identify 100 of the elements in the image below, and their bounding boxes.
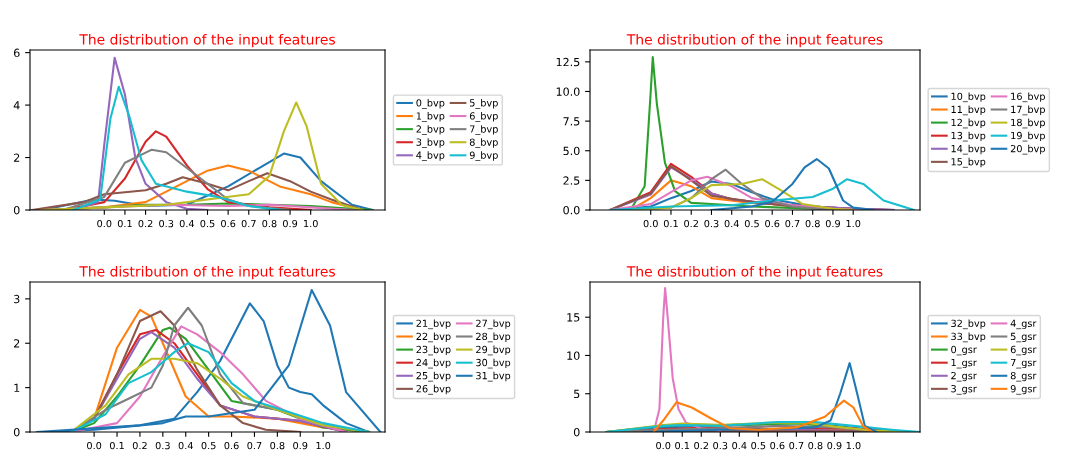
x-tick-label: 0.6 <box>770 441 785 450</box>
chart-title: The distribution of the input features <box>626 265 883 280</box>
legend-label: 7_gsr <box>1010 359 1037 369</box>
x-tick-label: 0.4 <box>178 441 193 450</box>
legend-label: 0_bvp <box>416 99 445 109</box>
y-tick-label: 0.0 <box>563 205 580 215</box>
x-tick-label: 0.1 <box>675 441 690 450</box>
legend-label: 6_bvp <box>469 112 498 122</box>
y-tick-label: 2 <box>14 153 20 162</box>
y-tick-label: 12.5 <box>556 57 580 67</box>
y-tick-label: 6 <box>13 48 20 57</box>
x-tick-label: 0.7 <box>789 441 804 450</box>
y-tick-label: 4 <box>13 101 20 110</box>
legend-label: 33_bvp <box>951 332 986 343</box>
x-tick-label: 0.2 <box>138 219 153 228</box>
legend-label: 25_bvp <box>416 371 451 382</box>
legend-label: 28_bvp <box>476 332 511 343</box>
x-tick-label: 0.0 <box>97 219 112 228</box>
chart-title: The distribution of the input features <box>626 33 883 48</box>
y-tick-label: 10.0 <box>556 87 580 96</box>
x-tick-label: 0.3 <box>704 219 719 228</box>
legend-label: 3_bvp <box>416 138 445 148</box>
x-tick-label: 0.4 <box>724 219 739 228</box>
legend-label: 32_bvp <box>951 319 986 330</box>
legend-label: 12_bvp <box>951 118 986 129</box>
y-tick-label: 0 <box>13 427 20 437</box>
x-tick-label: 0.4 <box>732 441 747 450</box>
y-tick-label: 1 <box>14 383 20 392</box>
x-tick-label: 0.8 <box>808 441 823 450</box>
legend-label: 3_gsr <box>951 385 977 395</box>
legend-label: 9_bvp <box>469 151 498 161</box>
x-tick-label: 0.8 <box>270 441 285 450</box>
x-tick-label: 0.3 <box>159 219 174 228</box>
y-tick-label: 2.5 <box>563 176 580 185</box>
x-tick-label: 0.9 <box>825 219 840 228</box>
legend-label: 23_bvp <box>416 345 451 356</box>
y-tick-label: 2 <box>14 339 20 348</box>
legend-label: 19_bvp <box>1011 131 1045 142</box>
x-tick-label: 0.7 <box>241 219 256 228</box>
x-tick-label: 0.1 <box>109 441 124 450</box>
x-tick-label: 0.6 <box>765 219 780 228</box>
legend-label: 27_bvp <box>476 319 511 330</box>
legend-label: 16_bvp <box>1011 92 1045 103</box>
x-tick-label: 0.0 <box>656 441 671 450</box>
y-tick-label: 3 <box>14 294 20 304</box>
y-tick-label: 15 <box>567 313 580 322</box>
legend-label: 5_bvp <box>469 99 498 109</box>
legend-label: 20_bvp <box>1010 144 1045 155</box>
chart-title: The distribution of the input features <box>79 33 335 48</box>
x-tick-label: 0.8 <box>262 219 277 228</box>
x-tick-label: 0.2 <box>132 441 147 450</box>
legend-label: 8_bvp <box>469 138 498 148</box>
legend-label: 17_bvp <box>1011 105 1045 116</box>
legend-label: 4_bvp <box>416 151 445 161</box>
x-tick-label: 0.1 <box>663 219 678 228</box>
x-tick-label: 1.0 <box>316 441 331 450</box>
x-tick-label: 0.7 <box>785 219 800 228</box>
x-tick-label: 0.7 <box>247 441 262 450</box>
legend-label: 5_gsr <box>1010 332 1037 343</box>
x-tick-label: 0.0 <box>87 441 102 450</box>
legend-label: 31_bvp <box>476 371 511 382</box>
legend-label: 30_bvp <box>476 358 511 369</box>
legend-label: 1_gsr <box>951 359 977 369</box>
legend-label: 10_bvp <box>951 92 986 103</box>
legend-label: 21_bvp <box>416 319 451 330</box>
legend-label: 24_bvp <box>416 358 451 369</box>
legend-label: 6_gsr <box>1010 345 1037 356</box>
x-tick-label: 1.0 <box>846 219 861 228</box>
legend-label: 11_bvp <box>951 105 986 116</box>
legend-label: 2_gsr <box>951 371 977 382</box>
y-tick-label: 0 <box>13 205 20 215</box>
x-tick-label: 0.2 <box>694 441 709 450</box>
x-tick-label: 0.9 <box>282 219 298 228</box>
x-tick-label: 0.6 <box>224 441 239 450</box>
legend-label: 0_gsr <box>951 345 977 356</box>
x-tick-label: 0.3 <box>155 441 170 450</box>
x-tick-label: 0.5 <box>751 441 766 450</box>
x-tick-label: 0.2 <box>684 219 698 228</box>
y-tick-label: 5.0 <box>563 146 580 156</box>
y-tick-label: 5 <box>574 389 580 399</box>
legend-label: 22_bvp <box>416 332 451 343</box>
legend-label: 2_bvp <box>416 125 445 135</box>
legend-label: 8_gsr <box>1010 371 1037 382</box>
legend-label: 7_bvp <box>470 125 498 135</box>
x-tick-label: 0.3 <box>713 441 728 450</box>
y-tick-label: 0 <box>573 427 580 437</box>
legend-label: 14_bvp <box>951 144 986 155</box>
x-tick-label: 0.5 <box>744 219 759 228</box>
legend-label: 15_bvp <box>951 157 986 168</box>
legend-label: 18_bvp <box>1011 118 1045 129</box>
chart-title: The distribution of the input features <box>79 265 335 280</box>
x-tick-label: 0.5 <box>201 441 216 450</box>
y-tick-label: 10 <box>567 351 580 360</box>
x-tick-label: 1.0 <box>846 441 861 450</box>
legend-label: 26_bvp <box>416 384 451 395</box>
legend-label: 4_gsr <box>1010 319 1037 330</box>
x-tick-label: 0.5 <box>200 219 215 228</box>
legend-label: 1_bvp <box>416 112 445 122</box>
legend-label: 29_bvp <box>476 345 511 356</box>
x-tick-label: 0.0 <box>643 219 658 228</box>
